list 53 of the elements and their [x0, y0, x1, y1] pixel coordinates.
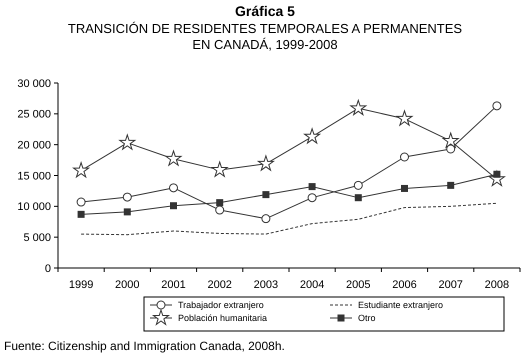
point	[492, 101, 502, 110]
point	[73, 162, 90, 178]
point	[442, 132, 459, 148]
point	[354, 194, 362, 202]
point	[212, 162, 228, 177]
x-tick-label: 2003	[254, 278, 278, 291]
y-tick-label: 30 000	[17, 78, 51, 90]
x-tick-label: 2004	[300, 278, 324, 291]
legend-label: Trabajador extranjero	[178, 300, 264, 310]
x-tick-label: 2000	[115, 278, 140, 291]
point	[119, 134, 136, 150]
point	[261, 214, 270, 224]
point	[170, 202, 177, 210]
chart-title: Gráfica 5	[235, 3, 296, 19]
legend-label: Otro	[358, 313, 376, 324]
y-tick-label: 10 000	[17, 201, 51, 214]
x-tick-label: 2001	[161, 278, 186, 291]
point	[258, 155, 274, 171]
point	[124, 208, 131, 216]
point	[169, 183, 178, 192]
x-tick-label: 2007	[438, 278, 463, 291]
point	[76, 198, 86, 207]
x-tick-label: 2006	[392, 278, 417, 291]
source-note: Fuente: Citizenship and Immigration Canada, 2008h.	[4, 339, 285, 353]
point	[308, 183, 316, 190]
x-tick-label: 2005	[346, 278, 371, 291]
point	[165, 150, 182, 166]
x-tick-label: 2008	[484, 278, 510, 291]
point	[122, 192, 132, 202]
point	[350, 100, 366, 116]
y-tick-label: 15 000	[17, 170, 51, 182]
line-series	[80, 202, 498, 236]
y-tick-label: 0	[44, 262, 51, 275]
legend-label: Población humanitaria	[178, 313, 268, 324]
point	[262, 191, 270, 198]
point	[215, 206, 224, 215]
point	[447, 182, 454, 189]
point	[493, 170, 500, 178]
point	[401, 184, 408, 192]
point	[400, 152, 409, 162]
y-tick-label: 5 000	[23, 232, 51, 244]
point	[396, 110, 413, 126]
x-tick-label: 2002	[207, 278, 232, 291]
chart-subtitle: TRANSICIÓN DE RESIDENTES TEMPORALES A PERMANENTES EN CANADÁ, 1999-2008	[68, 21, 462, 52]
point	[354, 180, 363, 190]
y-tick-label: 20 000	[17, 140, 51, 152]
x-tick-label: 1999	[68, 278, 94, 291]
y-tick-label: 25 000	[17, 108, 51, 121]
point	[308, 193, 317, 202]
legend-label: Estudiante extranjero	[358, 300, 444, 310]
point	[304, 128, 320, 144]
point	[78, 210, 85, 218]
point	[216, 199, 224, 206]
